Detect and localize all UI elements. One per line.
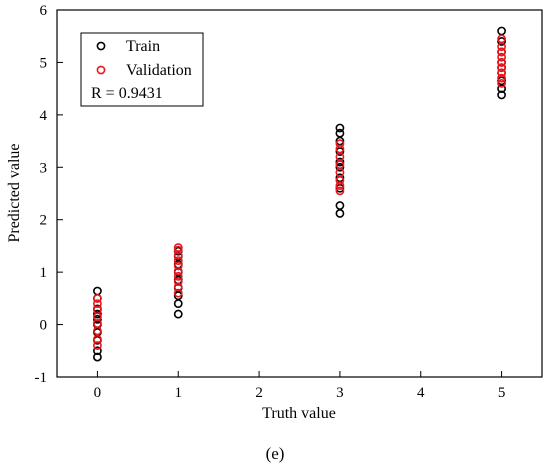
validation-point — [173, 266, 183, 276]
validation-point — [335, 139, 345, 149]
train-point — [173, 299, 183, 308]
train-point — [335, 201, 345, 210]
y-axis: -1 0 1 2 3 4 5 6 — [35, 3, 63, 386]
x-tick-label: 5 — [498, 385, 506, 401]
y-tick-label: 3 — [40, 160, 48, 176]
legend: Train Validation R = 0.9431 — [80, 32, 204, 107]
y-tick-label: 4 — [40, 108, 48, 124]
validation-point — [335, 186, 345, 196]
train-point — [335, 209, 345, 218]
y-tick-label: 5 — [40, 55, 48, 71]
y-axis-title: Predicted value — [6, 143, 23, 242]
legend-label-validation: Validation — [126, 62, 192, 79]
x-axis-title: Truth value — [262, 405, 336, 422]
train-point — [335, 157, 345, 167]
train-point — [93, 309, 102, 319]
validation-point — [173, 243, 183, 252]
validation-point — [93, 341, 102, 350]
validation-point — [93, 334, 102, 344]
validation-point — [173, 256, 183, 266]
validation-point — [497, 58, 506, 67]
plot-frame — [56, 9, 543, 378]
train-point — [497, 26, 506, 36]
validation-point — [497, 79, 506, 88]
train-point — [173, 309, 183, 319]
figure-caption: (e) — [265, 444, 285, 463]
validation-point — [497, 63, 506, 73]
validation-point — [497, 68, 506, 78]
validation-point — [173, 245, 183, 255]
train-point — [93, 352, 102, 362]
validation-point — [173, 288, 183, 298]
validation-point — [173, 261, 183, 271]
train-point — [93, 346, 102, 356]
validation-point — [173, 277, 183, 286]
scatter-chart: 0 1 2 3 4 5 -1 0 1 2 3 4 5 6 Truth value Predicted v… — [6, 3, 543, 422]
train-point — [335, 162, 345, 172]
validation-point — [335, 152, 345, 162]
validation-point — [93, 299, 102, 308]
x-tick-label: 0 — [94, 385, 102, 401]
data-points — [93, 26, 506, 362]
y-tick-label: 1 — [40, 265, 48, 281]
r-annotation: R = 0.9431 — [91, 85, 163, 102]
y-tick-label: 6 — [40, 3, 48, 19]
train-point — [93, 314, 102, 324]
legend-marker-validation — [96, 65, 106, 75]
train-point — [497, 37, 506, 46]
validation-point — [93, 293, 102, 303]
legend-marker-train — [96, 41, 106, 51]
legend-box — [80, 32, 204, 107]
train-point — [335, 128, 345, 138]
validation-point — [335, 144, 345, 154]
validation-point — [497, 52, 506, 62]
x-axis: 0 1 2 3 4 5 — [94, 371, 506, 401]
train-point — [335, 123, 345, 133]
validation-point — [497, 42, 506, 52]
y-tick-label: 2 — [40, 213, 48, 229]
legend-label-train: Train — [126, 38, 160, 55]
validation-point — [497, 47, 506, 57]
validation-point — [497, 34, 506, 44]
x-tick-label: 1 — [175, 385, 183, 401]
validation-point — [173, 271, 183, 281]
y-tick-label: -1 — [35, 370, 48, 386]
validation-point — [173, 282, 183, 292]
validation-point — [335, 168, 345, 177]
validation-point — [497, 73, 506, 83]
train-point — [93, 286, 102, 296]
x-tick-label: 2 — [255, 385, 263, 401]
x-tick-label: 4 — [417, 385, 425, 401]
train-point — [497, 90, 506, 100]
y-tick-label: 0 — [40, 318, 48, 334]
x-tick-label: 3 — [336, 385, 344, 401]
validation-point — [93, 305, 102, 315]
validation-point — [335, 181, 345, 191]
